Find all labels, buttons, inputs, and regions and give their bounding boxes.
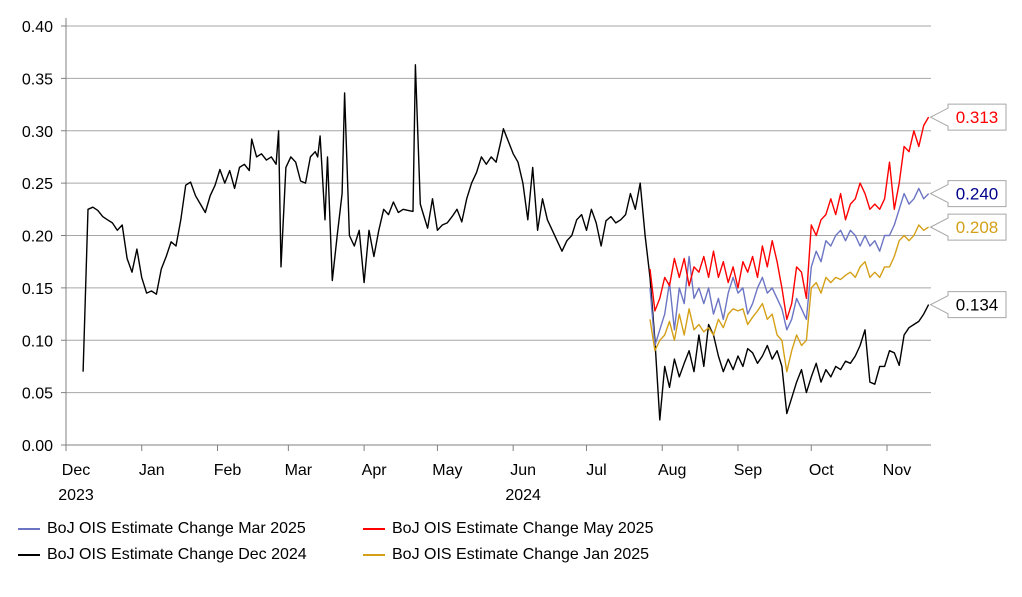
- x-tick-label: May: [432, 462, 462, 479]
- series-line: [649, 224, 929, 373]
- end-value-label: 0.313: [929, 103, 1007, 131]
- x-tick-label: Jan: [139, 462, 165, 479]
- series-line: [649, 116, 930, 320]
- x-tick-sublabel: 2023: [58, 487, 94, 504]
- y-tick-label: 0.40: [22, 19, 53, 36]
- y-tick-label: 0.20: [22, 229, 53, 246]
- x-tick-label: Jul: [586, 462, 606, 479]
- x-tick-label: Oct: [809, 462, 834, 479]
- x-tick-label: Jun: [510, 462, 536, 479]
- y-tick-label: 0.00: [22, 438, 53, 455]
- end-value-label: 0.240: [929, 180, 1007, 208]
- series-line: [649, 187, 930, 347]
- x-tick-label: Apr: [362, 462, 388, 479]
- y-tick-label: 0.35: [22, 71, 53, 88]
- legend-label: BoJ OIS Estimate Change Jan 2025: [392, 546, 650, 563]
- legend-label: BoJ OIS Estimate Change May 2025: [392, 520, 654, 537]
- y-tick-label: 0.05: [22, 386, 53, 403]
- end-value-text: 0.240: [956, 185, 999, 204]
- x-tick-label: Mar: [285, 462, 313, 479]
- legend-label: BoJ OIS Estimate Change Mar 2025: [47, 520, 306, 537]
- end-value-callout: [929, 180, 1007, 208]
- legend-swatch: [18, 528, 40, 530]
- legend-item: BoJ OIS Estimate Change Jan 2025: [363, 546, 649, 564]
- x-tick-label: Sep: [734, 462, 763, 479]
- legend: BoJ OIS Estimate Change Mar 2025 BoJ OIS …: [18, 520, 1018, 590]
- legend-item: BoJ OIS Estimate Change Mar 2025: [18, 520, 306, 538]
- end-value-callout: [929, 291, 1007, 319]
- end-value-callout: [929, 213, 1007, 241]
- plot-area: 0.00 0.05 0.10 0.15 0.20 0.25 0.30 0.35 0.40 Dec 2…: [22, 18, 1007, 504]
- x-tick-sublabel: 2024: [505, 487, 541, 504]
- legend-item: BoJ OIS Estimate Change May 2025: [363, 520, 653, 538]
- x-tick-label: Feb: [214, 462, 242, 479]
- legend-swatch: [363, 554, 385, 556]
- series-line: [82, 64, 930, 421]
- end-value-callout: [929, 103, 1007, 131]
- y-tick-label: 0.30: [22, 124, 53, 141]
- legend-swatch: [18, 554, 40, 556]
- end-value-text: 0.208: [956, 218, 999, 237]
- x-tick-label: Nov: [883, 462, 911, 479]
- legend-item: BoJ OIS Estimate Change Dec 2024: [18, 546, 307, 564]
- legend-label: BoJ OIS Estimate Change Dec 2024: [47, 546, 307, 563]
- y-tick-label: 0.15: [22, 281, 53, 298]
- x-tick-label: Aug: [658, 462, 686, 479]
- end-value-label: 0.208: [929, 213, 1007, 241]
- x-tick-label: Dec: [62, 462, 90, 479]
- end-value-text: 0.134: [956, 296, 999, 315]
- legend-swatch: [363, 528, 385, 530]
- y-tick-label: 0.10: [22, 333, 53, 350]
- y-tick-label: 0.25: [22, 176, 53, 193]
- end-value-label: 0.134: [929, 291, 1007, 319]
- end-value-text: 0.313: [956, 108, 999, 127]
